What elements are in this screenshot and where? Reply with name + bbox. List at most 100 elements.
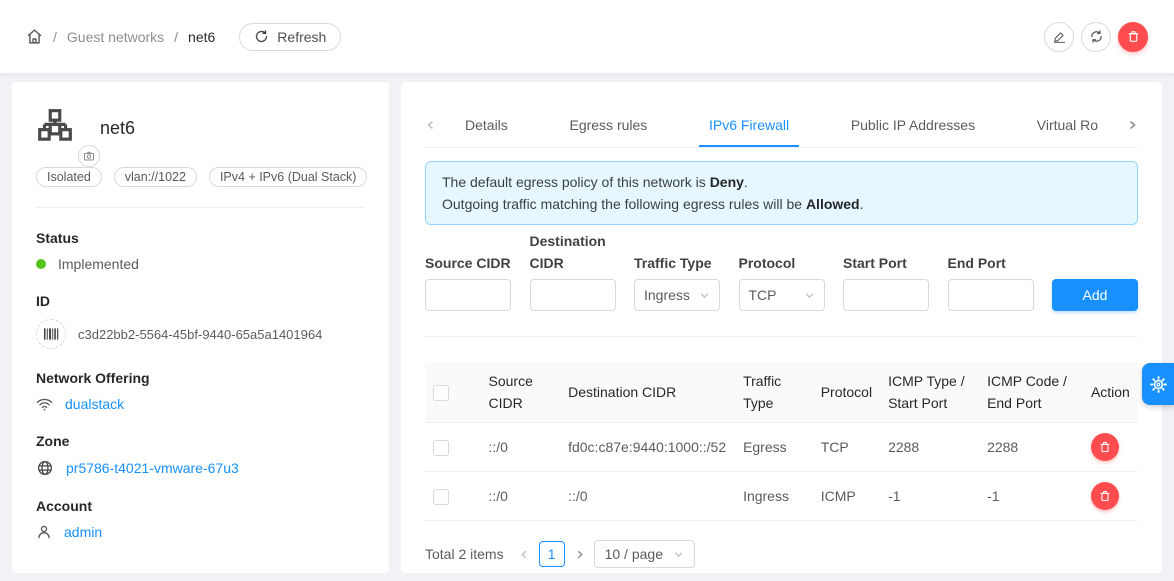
topbar-actions: [1044, 21, 1148, 52]
cell-destination: ::/0: [560, 471, 736, 521]
network-tags: Isolated vlan://1022 IPv4 + IPv6 (Dual S…: [36, 167, 368, 187]
chevron-down-icon: [699, 290, 710, 301]
topbar: / Guest networks / net6 Refresh: [0, 0, 1174, 74]
tab-egress-rules[interactable]: Egress rules: [569, 116, 648, 133]
zone-link[interactable]: pr5786-t4021-vmware-67u3: [66, 460, 239, 476]
col-traffic-type: Traffic Type: [735, 362, 813, 423]
zone-label: Zone: [36, 433, 70, 449]
tab-virtual-routers[interactable]: Virtual Ro: [1036, 116, 1098, 133]
source-cidr-input[interactable]: [425, 279, 511, 311]
status-label: Status: [36, 230, 79, 246]
destination-cidr-input[interactable]: [529, 279, 616, 311]
cell-protocol: ICMP: [812, 471, 881, 521]
tag-stack: IPv4 + IPv6 (Dual Stack): [208, 167, 368, 187]
network-cluster-icon: [36, 108, 74, 149]
pagination-prev-icon[interactable]: [519, 549, 530, 560]
add-rule-button[interactable]: Add: [1052, 279, 1138, 311]
network-header: net6: [36, 100, 365, 149]
tab-ipv6-firewall[interactable]: IPv6 Firewall: [698, 102, 800, 147]
id-label: ID: [36, 293, 50, 309]
wifi-icon: [36, 397, 53, 412]
cell-destination: fd0c:c87e:9440:1000::/52: [560, 422, 736, 472]
edit-icon: [1052, 29, 1067, 44]
end-port-label: End Port: [947, 255, 1006, 271]
refresh-label: Refresh: [277, 28, 327, 45]
cell-traffic: Ingress: [735, 471, 813, 521]
id-value: c3d22bb2-5564-45bf-9440-65a5a1401964: [78, 326, 323, 342]
breadcrumb-current: net6: [188, 28, 216, 45]
traffic-type-select[interactable]: Ingress: [634, 279, 720, 311]
tabs-bar: Details Egress rules IPv6 Firewall Publi…: [425, 102, 1138, 148]
cell-source: ::/0: [480, 471, 561, 521]
traffic-type-field: Traffic Type Ingress: [634, 239, 720, 311]
start-port-label: Start Port: [843, 255, 907, 271]
breadcrumb-separator: /: [53, 28, 57, 45]
table-row: ::/0 fd0c:c87e:9440:1000::/52 Egress TCP…: [425, 422, 1138, 472]
delete-network-button[interactable]: [1118, 21, 1148, 52]
cell-icmp-type: 2288: [880, 422, 980, 472]
start-port-input[interactable]: [843, 279, 929, 311]
row-checkbox[interactable]: [433, 488, 449, 505]
egress-policy-alert: The default egress policy of this networ…: [425, 161, 1138, 225]
col-icmp-type: ICMP Type / Start Port: [880, 362, 980, 423]
tab-public-ip-addresses[interactable]: Public IP Addresses: [850, 116, 976, 133]
table-row: ::/0 ::/0 Ingress ICMP -1 -1: [425, 471, 1138, 521]
tabs: Details Egress rules IPv6 Firewall Publi…: [437, 102, 1126, 147]
col-icmp-code: ICMP Code / End Port: [979, 362, 1083, 423]
restart-button[interactable]: [1081, 21, 1111, 52]
divider: [36, 207, 365, 208]
breadcrumb: / Guest networks / net6 Refresh: [26, 22, 342, 51]
network-title: net6: [100, 118, 136, 138]
trash-icon: [1098, 489, 1112, 503]
alert-line-1: The default egress policy of this networ…: [442, 174, 748, 190]
delete-rule-button[interactable]: [1090, 433, 1119, 461]
tabs-scroll-left-icon[interactable]: [425, 102, 437, 147]
id-section: ID c3d22bb2-5564-45bf-9440-65a5a1401964: [36, 293, 365, 349]
refresh-icon: [254, 29, 269, 44]
barcode-icon: [36, 319, 66, 349]
account-label: Account: [36, 498, 92, 514]
tag-vlan: vlan://1022: [113, 167, 197, 187]
pagination-page-1[interactable]: 1: [538, 541, 565, 567]
content: net6 Isolated vlan://1022 IPv4 + IPv6 (D…: [0, 74, 1174, 573]
destination-cidr-field: Destination CIDR: [529, 230, 616, 311]
pagination-total: Total 2 items: [425, 546, 504, 562]
gear-icon: [1149, 375, 1168, 394]
delete-rule-button[interactable]: [1090, 482, 1119, 510]
tabs-scroll-right-icon[interactable]: [1126, 102, 1138, 147]
pagination: Total 2 items 1 10 / page: [425, 540, 1138, 568]
camera-icon[interactable]: [78, 145, 100, 167]
start-port-field: Start Port: [843, 239, 929, 311]
status-section: Status Implemented: [36, 230, 365, 272]
edit-button[interactable]: [1044, 21, 1074, 52]
select-all-checkbox[interactable]: [433, 385, 449, 402]
trash-icon: [1098, 440, 1112, 454]
chevron-down-icon: [673, 549, 684, 560]
source-cidr-label: Source CIDR: [425, 255, 511, 271]
col-action: Action: [1082, 362, 1138, 423]
end-port-input[interactable]: [947, 279, 1034, 311]
row-checkbox[interactable]: [433, 439, 449, 456]
breadcrumb-separator: /: [174, 28, 179, 45]
network-offering-link[interactable]: dualstack: [65, 396, 125, 412]
refresh-button[interactable]: Refresh: [239, 22, 342, 51]
status-dot-icon: [36, 259, 46, 269]
globe-icon: [36, 459, 54, 477]
tab-details[interactable]: Details: [465, 116, 508, 133]
home-icon[interactable]: [26, 28, 43, 45]
tag-isolated: Isolated: [36, 167, 102, 187]
account-link[interactable]: admin: [64, 524, 103, 540]
firewall-rules-table: Source CIDR Destination CIDR Traffic Typ…: [425, 362, 1138, 521]
sync-icon: [1089, 29, 1104, 44]
page-size-select[interactable]: 10 / page: [593, 540, 695, 568]
breadcrumb-guest-networks[interactable]: Guest networks: [66, 28, 165, 45]
pagination-next-icon[interactable]: [574, 549, 585, 560]
network-offering-label: Network Offering: [36, 370, 150, 386]
protocol-select[interactable]: TCP: [738, 279, 825, 311]
account-section: Account admin: [36, 498, 365, 540]
network-detail-card: Details Egress rules IPv6 Firewall Publi…: [401, 82, 1162, 573]
cell-icmp-type: -1: [880, 471, 980, 521]
col-destination-cidr: Destination CIDR: [560, 362, 736, 423]
table-columns-gear-button[interactable]: [1142, 363, 1174, 405]
